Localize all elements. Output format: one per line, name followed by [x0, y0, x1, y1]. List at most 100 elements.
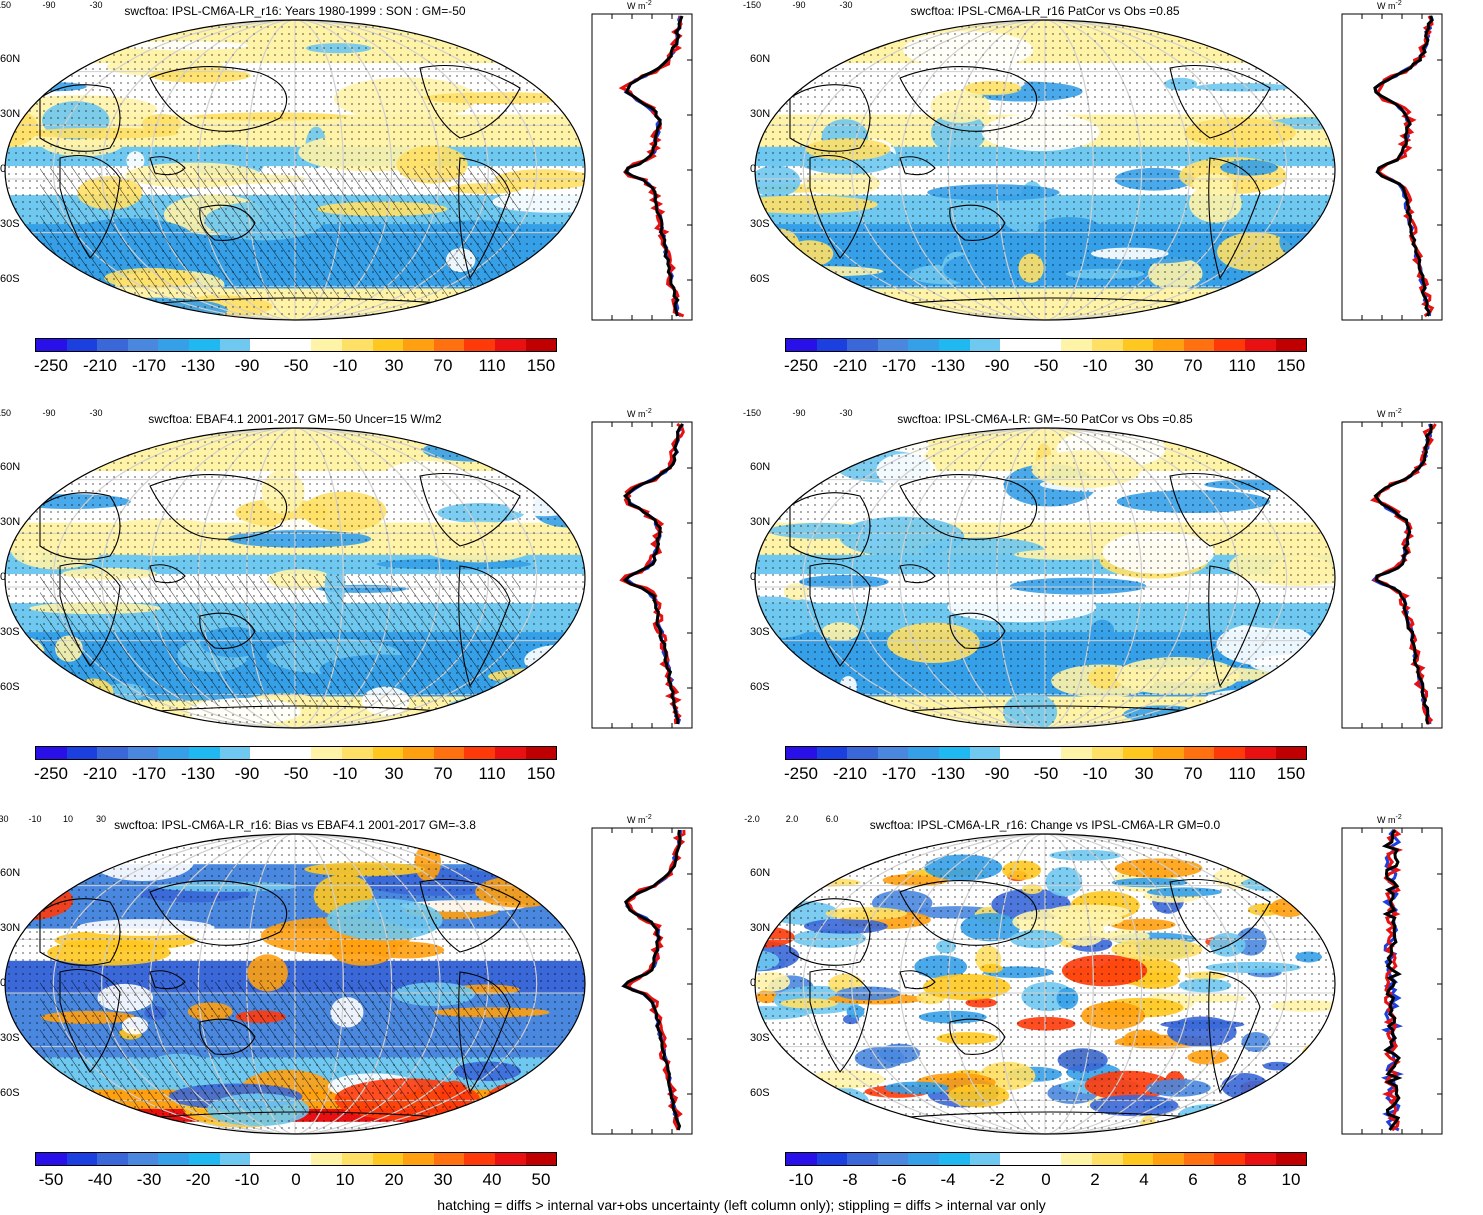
panel-6: swcftoa: IPSL-CM6A-LR_r16: Change vs IPS… [744, 814, 1483, 1214]
anomaly-blob [504, 689, 585, 723]
colorbar-tick-label: -4 [940, 1170, 956, 1189]
ensemble-zonal-line [623, 15, 684, 317]
colorbar-swatch [494, 339, 526, 351]
anomaly-blob [755, 1097, 805, 1127]
colorbar-swatch [786, 747, 817, 759]
colorbar-swatch [66, 339, 98, 351]
colorbar-swatch [786, 339, 817, 351]
anomaly-blob [5, 472, 35, 490]
colorbar-swatch [1030, 1153, 1062, 1165]
colorbar-swatch [1275, 1153, 1307, 1165]
colorbar-tick-label: -10 [234, 1170, 260, 1189]
colorbar-swatch [1244, 1153, 1276, 1165]
zonal-mean-plot [1341, 13, 1443, 321]
colorbar-swatch [938, 1153, 970, 1165]
zonal-x-tick-label: -150 [0, 0, 12, 10]
colorbar-swatch [1091, 339, 1123, 351]
colorbar-tick-label: 110 [1228, 356, 1256, 375]
colorbar-tick-label: 40 [482, 1170, 502, 1189]
hatching [40, 576, 520, 706]
lat-tick-label: 0 [750, 571, 757, 583]
colorbar-tick-label: 110 [1228, 764, 1256, 783]
zonal-unit-label: W m-2 [627, 814, 652, 825]
colorbar-swatch [158, 339, 189, 351]
colorbar-swatch [1000, 339, 1031, 351]
colorbar-swatch [1030, 747, 1062, 759]
colorbar-swatch [494, 747, 526, 759]
zonal-unit-label: W m-2 [627, 408, 652, 419]
colorbar-tick-label: -210 [832, 764, 868, 783]
colorbar-swatch [403, 339, 434, 351]
map-title: swcftoa: IPSL-CM6A-LR: GM=-50 PatCor vs … [897, 412, 1193, 426]
zonal-x-tick-label: -90 [42, 0, 56, 10]
anomaly-blob [554, 442, 585, 471]
colorbar-tick-label: 30 [384, 764, 404, 783]
panel-5: swcftoa: IPSL-CM6A-LR_r16: Bias vs EBAF4… [0, 814, 740, 1214]
lat-tick-label: 60S [0, 1087, 20, 1099]
colorbar-swatch [1214, 747, 1245, 759]
colorbar-swatch [36, 747, 67, 759]
lat-tick-label: 60N [0, 53, 21, 65]
zonal-x-tick-label: -2.0 [744, 814, 760, 824]
colorbar-swatch [341, 747, 373, 759]
colorbar-swatch [188, 1153, 220, 1165]
colorbar-swatch [1000, 1153, 1031, 1165]
colorbar-swatch [372, 339, 404, 351]
zonal-x-tick-label: -150 [742, 0, 762, 10]
anomaly-blob [59, 292, 81, 320]
zonal-mean-plot [591, 827, 693, 1135]
map-field [5, 20, 585, 320]
colorbar-swatch [97, 339, 128, 351]
anomaly-blob [834, 1115, 885, 1134]
colorbar [785, 1152, 1307, 1166]
colorbar-swatch [816, 747, 848, 759]
stippling [755, 428, 1335, 728]
colorbar-tick-label: -90 [984, 356, 1010, 375]
colorbar-swatch [938, 339, 970, 351]
lat-tick-label: 0 [750, 977, 757, 989]
colorbar-swatch [1122, 339, 1154, 351]
lat-tick-label: 0 [0, 571, 7, 583]
colorbar-tick-label: 110 [478, 764, 506, 783]
colorbar-tick-label: 30 [1134, 764, 1154, 783]
colorbar-swatch [219, 747, 251, 759]
anomaly-blob [510, 449, 530, 464]
anomaly-blob [784, 298, 859, 310]
colorbar [785, 338, 1307, 352]
anomaly-blob [821, 1096, 846, 1115]
map-title: swcftoa: IPSL-CM6A-LR_r16 PatCor vs Obs … [910, 4, 1180, 18]
colorbar-tick-label: 150 [1276, 356, 1306, 375]
stippling [755, 834, 1335, 1134]
stippling [755, 20, 1335, 320]
zonal-unit-label: W m-2 [1377, 814, 1402, 825]
colorbar-swatch [847, 747, 878, 759]
colorbar-tick-label: -10 [788, 1170, 814, 1189]
colorbar-tick-label: -90 [234, 356, 260, 375]
colorbar-swatch [66, 747, 98, 759]
lat-tick-label: 60N [0, 461, 21, 473]
colorbar-tick-label: -170 [131, 764, 167, 783]
zonal-unit-label: W m-2 [1377, 0, 1402, 11]
colorbar-tick-label: -10 [1082, 764, 1108, 783]
colorbar-swatch [250, 1153, 281, 1165]
hatching [40, 168, 520, 298]
colorbar-tick-label: -130 [930, 356, 966, 375]
panel-3: swcftoa: EBAF4.1 2001-2017 GM=-50 Uncer=… [0, 408, 740, 808]
colorbar-tick-label: -2 [989, 1170, 1005, 1189]
colorbar-swatch [786, 1153, 817, 1165]
colorbar-tick-label: 70 [1183, 356, 1203, 375]
colorbar-swatch [372, 747, 404, 759]
colorbar-swatch [464, 1153, 495, 1165]
lat-tick-label: 60S [0, 681, 20, 693]
anomaly-blob [511, 284, 538, 307]
colorbar-tick-label: -30 [136, 1170, 162, 1189]
colorbar-swatch [127, 747, 159, 759]
anomaly-blob [823, 1124, 903, 1134]
lat-tick-label: 30N [0, 516, 21, 528]
lat-tick-label: 30S [750, 626, 770, 638]
anomaly-blob [755, 299, 834, 308]
anomaly-blob [832, 1113, 895, 1134]
colorbar-swatch [1061, 747, 1092, 759]
zonal-x-tick-label: 10 [62, 814, 74, 824]
colorbar-tick-label: -50 [1033, 764, 1059, 783]
